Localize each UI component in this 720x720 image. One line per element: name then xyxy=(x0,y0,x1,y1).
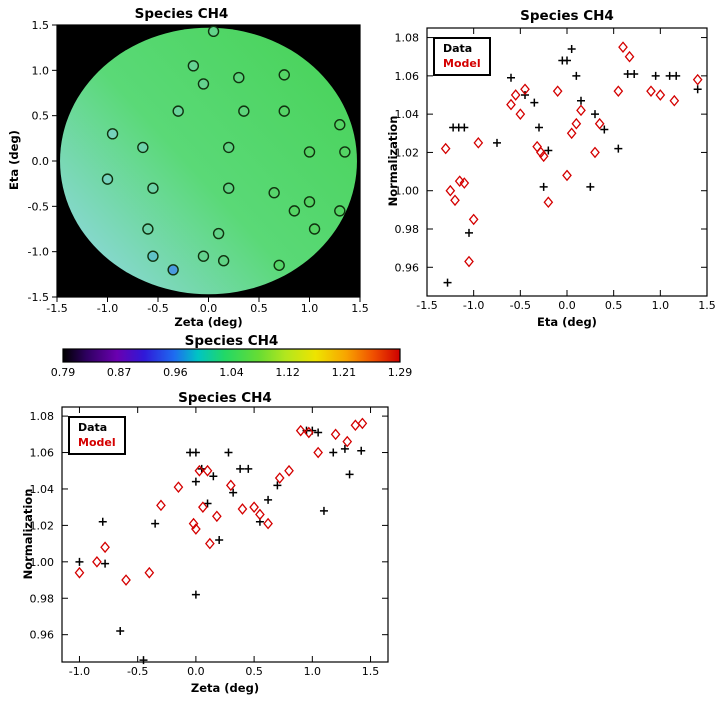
legend-data-label: Data xyxy=(78,421,108,434)
eta-plot-legend: Data Model xyxy=(433,37,491,76)
svg-text:0.79: 0.79 xyxy=(51,366,76,379)
svg-text:1.5: 1.5 xyxy=(32,19,50,32)
svg-text:-1.0: -1.0 xyxy=(69,665,90,678)
legend-model-label: Model xyxy=(443,57,481,71)
zeta-plot-xaxis-label: Zeta (deg) xyxy=(190,681,260,695)
svg-text:0.96: 0.96 xyxy=(163,366,188,379)
svg-text:1.0: 1.0 xyxy=(301,302,319,315)
svg-text:-1.0: -1.0 xyxy=(463,299,484,312)
eta-plot-title: Species CH4 xyxy=(520,8,614,24)
svg-text:1.06: 1.06 xyxy=(395,70,420,83)
svg-text:1.00: 1.00 xyxy=(30,556,55,569)
svg-text:1.02: 1.02 xyxy=(30,519,55,532)
svg-text:-0.5: -0.5 xyxy=(28,200,49,213)
svg-text:-1.5: -1.5 xyxy=(28,291,49,304)
legend-data-label: Data xyxy=(443,42,473,55)
svg-text:0.98: 0.98 xyxy=(395,223,420,236)
eta-plot-xaxis-label: Eta (deg) xyxy=(537,315,597,329)
svg-text:0.0: 0.0 xyxy=(200,302,218,315)
svg-text:-0.5: -0.5 xyxy=(147,302,168,315)
svg-text:1.04: 1.04 xyxy=(219,366,244,379)
svg-text:1.0: 1.0 xyxy=(304,665,322,678)
svg-text:1.5: 1.5 xyxy=(362,665,380,678)
svg-text:0.0: 0.0 xyxy=(32,155,50,168)
svg-text:0.96: 0.96 xyxy=(395,261,420,274)
svg-text:1.08: 1.08 xyxy=(395,32,420,45)
svg-text:0.5: 0.5 xyxy=(250,302,268,315)
svg-text:1.04: 1.04 xyxy=(395,108,420,121)
svg-text:1.12: 1.12 xyxy=(275,366,300,379)
svg-text:0.0: 0.0 xyxy=(558,299,576,312)
svg-text:1.29: 1.29 xyxy=(388,366,413,379)
svg-text:1.0: 1.0 xyxy=(32,64,50,77)
legend-model-label: Model xyxy=(78,436,116,450)
svg-text:0.5: 0.5 xyxy=(605,299,623,312)
svg-text:1.00: 1.00 xyxy=(395,185,420,198)
svg-text:1.08: 1.08 xyxy=(30,410,55,423)
svg-text:1.0: 1.0 xyxy=(652,299,670,312)
svg-text:0.96: 0.96 xyxy=(30,629,55,642)
svg-text:0.5: 0.5 xyxy=(245,665,263,678)
svg-text:-0.5: -0.5 xyxy=(127,665,148,678)
map-xaxis-label: Zeta (deg) xyxy=(174,315,243,329)
colorbar-title: Species CH4 xyxy=(184,333,279,349)
svg-text:0.5: 0.5 xyxy=(32,110,50,123)
svg-text:1.06: 1.06 xyxy=(30,447,55,460)
svg-text:1.04: 1.04 xyxy=(30,483,55,496)
svg-text:1.21: 1.21 xyxy=(332,366,357,379)
svg-text:-1.5: -1.5 xyxy=(46,302,67,315)
svg-text:0.87: 0.87 xyxy=(107,366,132,379)
svg-text:1.02: 1.02 xyxy=(395,146,420,159)
svg-text:-0.5: -0.5 xyxy=(510,299,531,312)
eta-plot-yaxis-label: Normalization xyxy=(386,115,400,207)
zeta-plot-title: Species CH4 xyxy=(178,390,272,406)
zeta-plot-yaxis-label: Normalization xyxy=(21,488,35,580)
svg-text:0.98: 0.98 xyxy=(30,592,55,605)
svg-text:-1.0: -1.0 xyxy=(28,246,49,259)
svg-text:-1.0: -1.0 xyxy=(97,302,118,315)
svg-text:-1.5: -1.5 xyxy=(416,299,437,312)
svg-text:1.5: 1.5 xyxy=(351,302,369,315)
svg-text:1.5: 1.5 xyxy=(698,299,716,312)
map-title: Species CH4 xyxy=(134,6,229,22)
svg-text:0.0: 0.0 xyxy=(187,665,205,678)
map-yaxis-label: Eta (deg) xyxy=(7,130,21,190)
zeta-plot-legend: Data Model xyxy=(68,416,126,455)
